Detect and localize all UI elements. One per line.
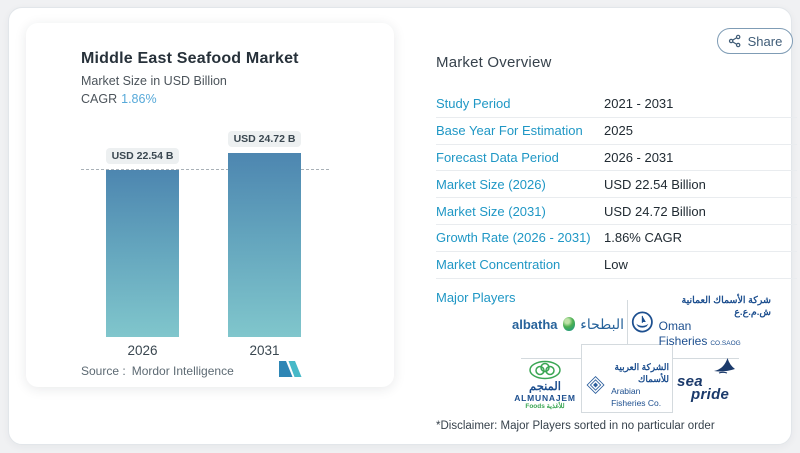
source-value: Mordor Intelligence bbox=[131, 364, 234, 378]
row-value: 2026 - 2031 bbox=[604, 149, 674, 165]
share-icon bbox=[728, 34, 741, 48]
oman-wordmark: Oman Fisheries CO.SAOG bbox=[658, 318, 741, 348]
albatha-wordmark: albatha bbox=[512, 316, 558, 332]
table-row: Base Year For Estimation 2025 bbox=[436, 118, 797, 145]
source-label: Source : bbox=[81, 364, 126, 378]
shark-fin-icon bbox=[714, 358, 735, 374]
albatha-logo: albatha البطحاء bbox=[512, 306, 624, 342]
row-label: Study Period bbox=[436, 96, 511, 112]
overview-table: Study Period 2021 - 2031 Base Year For Es… bbox=[436, 91, 797, 279]
row-value: USD 22.54 Billion bbox=[604, 176, 706, 192]
share-label: Share bbox=[747, 33, 783, 49]
mordor-intelligence-logo bbox=[279, 361, 302, 377]
row-value: Low bbox=[604, 257, 628, 273]
almunajem-arabic-wordmark: المنجم bbox=[529, 381, 561, 393]
logo-cell-border bbox=[581, 344, 673, 413]
almunajem-wordmark: ALMUNAJEM bbox=[514, 392, 576, 403]
row-value: 1.86% CAGR bbox=[604, 230, 683, 246]
bar-value-label-2026: USD 22.54 B bbox=[106, 148, 179, 164]
logo-grid-divider bbox=[521, 358, 581, 359]
row-label: Market Concentration bbox=[436, 257, 561, 273]
chart-subtitle: Market Size in USD Billion bbox=[81, 74, 227, 88]
x-axis-label-2026: 2026 bbox=[127, 343, 158, 358]
row-label: Forecast Data Period bbox=[436, 149, 559, 165]
oman-arabic-wordmark: شركة الأسماك العمانية ش.م.ع.ع bbox=[681, 295, 771, 318]
row-label: Base Year For Estimation bbox=[436, 123, 583, 139]
row-label: Market Size (2031) bbox=[436, 203, 546, 219]
table-row: Market Concentration Low bbox=[436, 252, 797, 279]
cagr-value: 1.86% bbox=[121, 92, 157, 106]
row-label: Market Size (2026) bbox=[436, 176, 546, 192]
arabian-arabic-wordmark: الشركة العربية للأسماك bbox=[614, 361, 669, 385]
major-players-label: Major Players bbox=[436, 290, 516, 305]
almunajem-logo: المنجم ALMUNAJEM Foods للأغذية bbox=[510, 360, 580, 412]
bar-2026 bbox=[106, 170, 179, 337]
sea-pride-logo: sea pride bbox=[677, 358, 739, 406]
logo-grid-divider bbox=[627, 300, 628, 344]
almunajem-emblem-icon bbox=[529, 360, 561, 380]
oman-fisheries-logo: شركة الأسماك العمانية ش.م.ع.ع Oman Fishe… bbox=[631, 295, 771, 348]
row-value: 2021 - 2031 bbox=[604, 96, 674, 112]
share-button[interactable]: Share bbox=[717, 28, 793, 54]
table-row: Forecast Data Period 2026 - 2031 bbox=[436, 145, 797, 172]
albatha-arabic-wordmark: البطحاء bbox=[580, 315, 624, 332]
oman-fisheries-emblem-icon bbox=[631, 311, 653, 333]
market-chart-card: Middle East Seafood Market Market Size i… bbox=[26, 23, 394, 387]
arabian-fisheries-emblem-icon bbox=[586, 376, 605, 394]
source-caption: Source : Mordor Intelligence bbox=[81, 364, 234, 378]
almunajem-foods-label: Foods للأغذية bbox=[525, 402, 565, 410]
bar-value-label-2031: USD 24.72 B bbox=[228, 131, 301, 147]
table-row: Growth Rate (2026 - 2031) 1.86% CAGR bbox=[436, 225, 797, 252]
row-value: 2025 bbox=[604, 123, 633, 139]
sea-pride-wordmark-line1: sea bbox=[677, 373, 703, 390]
reference-dashed-line bbox=[81, 169, 329, 170]
x-axis-label-2031: 2031 bbox=[249, 343, 280, 358]
row-value: USD 24.72 Billion bbox=[604, 203, 706, 219]
chart-title: Middle East Seafood Market bbox=[81, 50, 299, 67]
arabian-fisheries-logo: الشركة العربية للأسماك Arabian Fisheries… bbox=[585, 360, 669, 410]
row-label: Growth Rate (2026 - 2031) bbox=[436, 230, 591, 246]
oman-suffix: CO.SAOG bbox=[710, 339, 741, 347]
bar-2031 bbox=[228, 153, 301, 337]
chart-cagr: CAGR 1.86% bbox=[81, 92, 157, 106]
table-row: Market Size (2031) USD 24.72 Billion bbox=[436, 198, 797, 225]
overview-heading: Market Overview bbox=[436, 54, 552, 71]
cagr-label: CAGR bbox=[81, 92, 118, 106]
logo-grid-divider bbox=[673, 358, 739, 359]
arabian-wordmark: Arabian Fisheries Co. bbox=[611, 385, 662, 408]
sea-pride-wordmark-line2: pride bbox=[691, 385, 730, 403]
albatha-globe-icon bbox=[562, 317, 576, 331]
table-row: Study Period 2021 - 2031 bbox=[436, 91, 797, 118]
disclaimer-text: *Disclaimer: Major Players sorted in no … bbox=[436, 420, 715, 432]
table-row: Market Size (2026) USD 22.54 Billion bbox=[436, 171, 797, 199]
market-snapshot-card: Middle East Seafood Market Market Size i… bbox=[8, 7, 797, 445]
